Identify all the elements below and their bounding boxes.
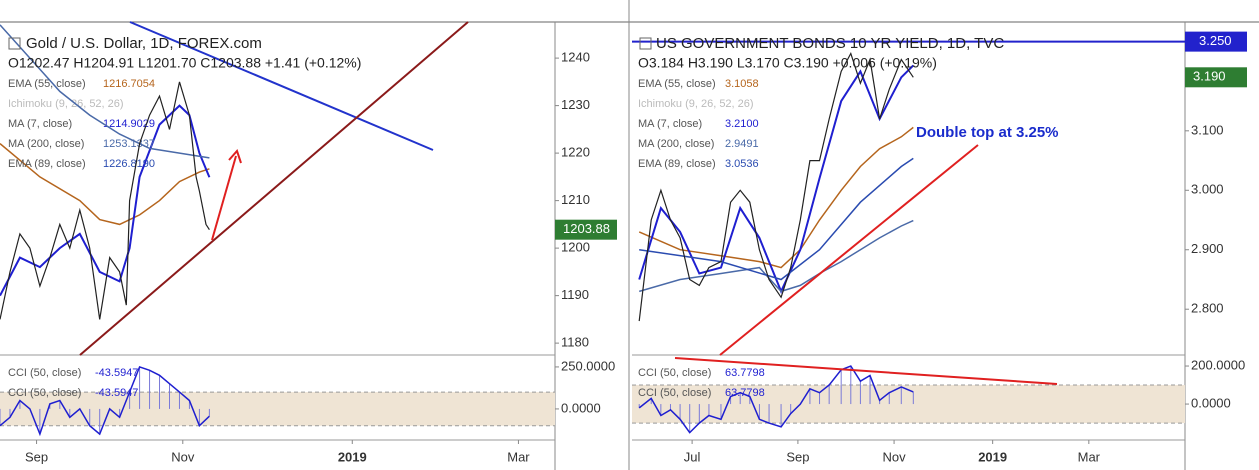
price-tag: [555, 219, 617, 240]
trend-line: [674, 357, 1058, 385]
chart-title: US GOVERNMENT BONDS 10 YR YIELD, 1D, TVC: [656, 35, 1004, 52]
annotation: Double top at 3.25%: [916, 124, 1059, 141]
cci-legend-name: CCI (50, close): [8, 367, 81, 379]
price-tag-label: 3.190: [1193, 69, 1226, 84]
x-tick-label: Nov: [883, 449, 907, 464]
plot-layer: 1180 1190 1200 1210 1220 1230 1240 Sep Nov 2019 Ma…: [0, 24, 1247, 464]
legend-name: MA (7, close): [8, 118, 72, 130]
ohlc: O3.184 H3.190 L3.170 C3.190 +0.006 (+0.1…: [638, 55, 937, 71]
legend-value: 3.1058: [725, 78, 759, 90]
indicator-line: [0, 143, 210, 226]
cci-legend-value: 63.7798: [725, 387, 765, 399]
cci-line: [0, 365, 210, 437]
drawings: [8, 21, 1058, 385]
cci-band: [632, 385, 1185, 424]
price-line: [0, 81, 210, 320]
y-tick-label: 3.000: [1191, 182, 1224, 197]
price-tag: [1185, 31, 1247, 52]
y-tick-label: 250.0000: [561, 358, 615, 373]
cci-legend-value: -43.5947: [95, 387, 138, 399]
legend-value: 1226.8190: [103, 158, 155, 170]
price-tag-label: 1203.88: [563, 221, 610, 236]
x-tick-label: Mar: [507, 449, 530, 464]
legend-name: Ichimoku (9, 26, 52, 26): [8, 98, 124, 110]
legend-name: EMA (55, close): [638, 78, 716, 90]
x-tick-label: Mar: [1078, 449, 1101, 464]
x-tick-label: 2019: [978, 449, 1007, 464]
price-tag: [1185, 67, 1247, 88]
chart-title: Gold / U.S. Dollar, 1D, FOREX.com: [26, 35, 262, 52]
indicator-line: [0, 104, 211, 297]
ohlc: O1202.47 H1204.91 L1201.70 C1203.88 +1.4…: [8, 55, 361, 71]
legend-name: MA (7, close): [638, 118, 702, 130]
y-tick-label: 2.900: [1191, 241, 1224, 256]
y-tick-label: 0.0000: [561, 400, 601, 415]
x-tick-label: Sep: [25, 449, 48, 464]
legend-name: MA (200, close): [638, 138, 714, 150]
icon: [8, 37, 21, 50]
x-tick-label: Sep: [786, 449, 809, 464]
cci-legend-name: CCI (50, close): [8, 387, 81, 399]
trend-line: [129, 21, 434, 151]
x-tick-label: Nov: [171, 449, 195, 464]
cci-band: [0, 392, 555, 426]
legend-name: EMA (89, close): [8, 158, 86, 170]
legend-name: EMA (55, close): [8, 78, 86, 90]
legend-name: Ichimoku (9, 26, 52, 26): [638, 98, 754, 110]
indicator-line: [638, 126, 914, 269]
x-tick-label: 2019: [338, 449, 367, 464]
legend-value: 1216.7054: [103, 78, 155, 90]
price-tag-label: 3.250: [1199, 33, 1232, 48]
icon: [639, 37, 652, 50]
y-tick-label: 1230: [561, 97, 590, 112]
arrow-head: [228, 149, 242, 164]
y-tick-label: 1200: [561, 240, 590, 255]
y-tick-label: 1210: [561, 192, 590, 207]
y-tick-label: 1190: [561, 287, 589, 302]
indicator-line: [0, 24, 210, 159]
y-tick-label: 0.0000: [1191, 395, 1231, 410]
trend-line: [719, 144, 979, 356]
y-tick-label: 200.0000: [1191, 357, 1245, 372]
cci-legend-name: CCI (50, close): [638, 387, 711, 399]
legend-name: EMA (89, close): [638, 158, 716, 170]
cci-line: [638, 365, 914, 434]
trend-line: [79, 21, 469, 356]
price-line: [638, 51, 914, 322]
legend-name: MA (200, close): [8, 138, 84, 150]
y-tick-label: 1180: [561, 335, 589, 350]
cci-legend-name: CCI (50, close): [638, 367, 711, 379]
y-tick-label: 1240: [561, 50, 590, 65]
y-tick-label: 1220: [561, 145, 590, 160]
cci-legend-value: -43.5947: [95, 367, 138, 379]
legend-value: 3.0536: [725, 158, 759, 170]
legend-value: 1253.1337: [103, 138, 155, 150]
cci-legend-value: 63.7798: [725, 367, 765, 379]
indicator-line: [638, 219, 914, 293]
arrow: [211, 155, 237, 241]
legend-value: 2.9491: [725, 138, 759, 150]
legend-value: 1214.9029: [103, 118, 155, 130]
y-tick-label: 3.100: [1191, 122, 1224, 137]
legend-value: 3.2100: [725, 118, 759, 130]
y-tick-label: 2.800: [1191, 301, 1224, 316]
x-tick-label: Jul: [684, 449, 701, 464]
